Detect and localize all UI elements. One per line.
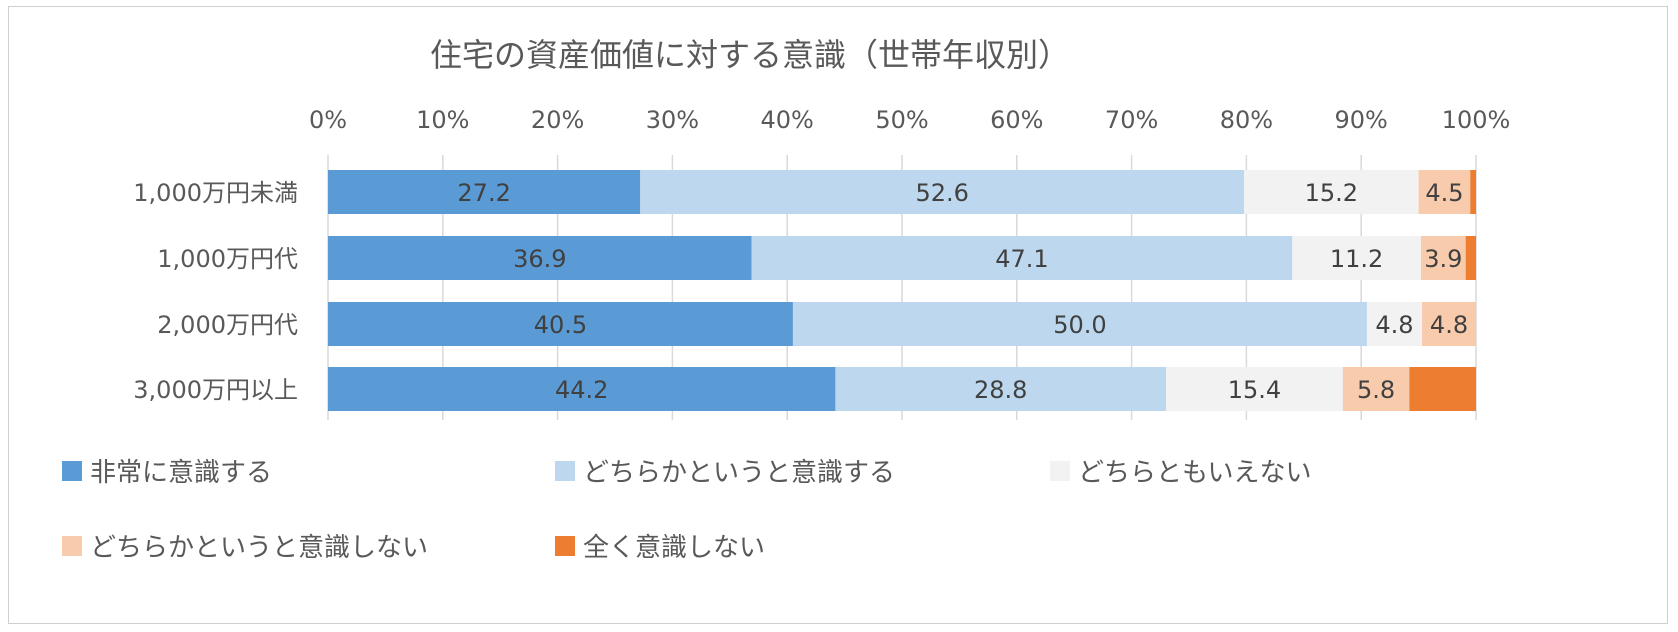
x-tick-label: 60% (990, 106, 1043, 134)
legend-item: 非常に意識する (62, 452, 272, 489)
bar-segment (1292, 236, 1421, 280)
data-label: 4.8 (1375, 311, 1413, 339)
legend-swatch (555, 535, 575, 556)
data-label: 4.5 (1425, 179, 1463, 207)
bar-segment (1244, 170, 1419, 214)
x-tick-label: 70% (1105, 106, 1158, 134)
bar-segment (328, 302, 793, 346)
data-label: 15.2 (1305, 179, 1358, 207)
bar-segment (1342, 367, 1410, 411)
data-label: 36.9 (513, 245, 566, 273)
data-label: 47.1 (995, 245, 1048, 273)
legend-item: 全く意識しない (555, 527, 765, 564)
bar-segment (640, 170, 1245, 214)
legend-item: どちらかというと意識しない (62, 527, 428, 564)
data-label: 27.2 (457, 179, 510, 207)
data-label: 40.5 (534, 311, 587, 339)
category-label: 3,000万円以上 (133, 376, 298, 404)
data-label: 50.0 (1053, 311, 1106, 339)
data-label: 44.2 (555, 376, 608, 404)
bar-segment (328, 236, 752, 280)
bar-segment (792, 302, 1367, 346)
category-label: 1,000万円代 (157, 245, 298, 273)
bar-segment (835, 367, 1167, 411)
legend-swatch (1050, 460, 1070, 481)
bar-segment (1470, 170, 1476, 214)
x-tick-label: 50% (875, 106, 928, 134)
x-tick-label: 40% (761, 106, 814, 134)
legend-label: どちらかというと意識しない (90, 533, 429, 563)
legend-item: どちらかというと意識する (555, 452, 895, 489)
legend-label: 全く意識しない (583, 533, 766, 563)
bar-segment (1420, 236, 1466, 280)
legend-label: どちらともいえない (1078, 458, 1312, 488)
data-label: 3.9 (1424, 245, 1462, 273)
bar-segment (1418, 170, 1471, 214)
bar-segment (751, 236, 1293, 280)
bar-segment (328, 170, 641, 214)
legend-item: どちらともいえない (1050, 452, 1311, 489)
bar-segment (1366, 302, 1423, 346)
x-tick-label: 20% (531, 106, 584, 134)
chart-frame (8, 6, 1668, 624)
x-tick-label: 10% (416, 106, 469, 134)
data-label: 15.4 (1228, 376, 1281, 404)
x-tick-label: 90% (1335, 106, 1388, 134)
legend-swatch (62, 535, 82, 556)
data-label: 4.8 (1430, 311, 1468, 339)
data-label: 5.8 (1357, 376, 1395, 404)
bar-segment (1166, 367, 1343, 411)
data-label: 52.6 (915, 179, 968, 207)
bar-segment (328, 367, 836, 411)
legend-swatch (555, 460, 575, 481)
bar-segment (1465, 236, 1476, 280)
bar-segment (1409, 367, 1476, 411)
bar-segment (1422, 302, 1476, 346)
data-label: 28.8 (974, 376, 1027, 404)
x-tick-label: 100% (1442, 106, 1511, 134)
chart-title: 住宅の資産価値に対する意識（世帯年収別） (429, 36, 1070, 74)
x-tick-label: 30% (646, 106, 699, 134)
x-tick-label: 80% (1220, 106, 1273, 134)
x-tick-label: 0% (309, 106, 347, 134)
category-label: 2,000万円代 (157, 311, 298, 339)
legend-label: 非常に意識する (90, 458, 273, 488)
data-label: 11.2 (1330, 245, 1383, 273)
legend-swatch (62, 460, 82, 481)
category-label: 1,000万円未満 (133, 179, 298, 207)
legend-label: どちらかというと意識する (583, 458, 896, 488)
